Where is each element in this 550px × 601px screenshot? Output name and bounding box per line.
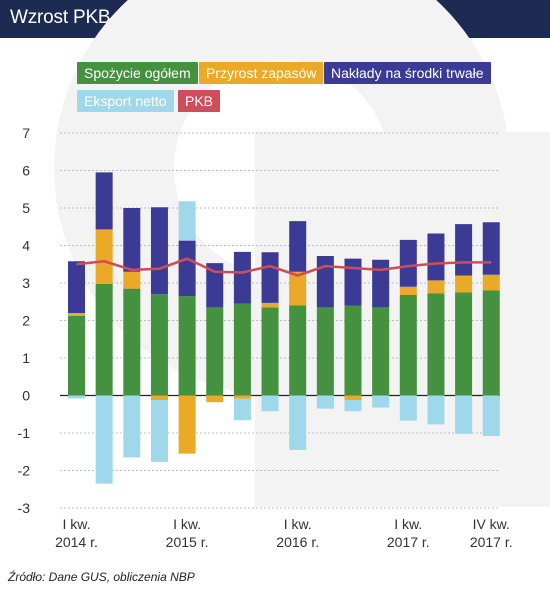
bar-segment-3-11	[372, 395, 390, 408]
bar-segment-1-7	[261, 302, 279, 308]
bar-segment-1-5	[206, 395, 224, 403]
bar-segment-3-2	[123, 395, 141, 458]
x-tick-label-line2: 2017 r.	[470, 534, 513, 550]
bar-segment-0-14	[455, 292, 473, 396]
y-tick-label: 3	[22, 275, 30, 291]
bar-segment-1-13	[427, 280, 445, 294]
bar-segment-2-4	[178, 240, 196, 297]
line-series-pkb	[76, 257, 492, 277]
bar-segment-3-14	[455, 395, 473, 434]
y-tick-label: 4	[22, 238, 30, 254]
bar-segment-2-1	[95, 172, 113, 230]
y-tick-label: 5	[22, 200, 30, 216]
bar-segment-1-0	[68, 313, 85, 316]
bars-layer	[68, 172, 500, 484]
bar-segment-1-15	[482, 274, 500, 291]
legend-item-zapasy: Przyrost zapasów	[199, 62, 324, 84]
bar-segment-0-2	[123, 288, 141, 396]
bar-segment-0-15	[482, 290, 500, 396]
bar-segment-2-11	[372, 259, 390, 308]
y-tick-label: -2	[18, 463, 31, 479]
bar-segment-1-10	[344, 395, 362, 400]
bar-segment-3-12	[399, 395, 417, 421]
bar-segment-2-0	[68, 261, 85, 313]
bar-segment-3-7	[261, 395, 279, 412]
bar-segment-1-3	[150, 395, 168, 400]
x-tick-label-line1: I kw.	[284, 516, 312, 532]
x-tick-label-line2: 2017 r.	[387, 534, 430, 550]
x-tick-label-line2: 2016 r.	[276, 534, 319, 550]
source-note: Źródło: Dane GUS, obliczenia NBP	[8, 570, 195, 584]
bar-segment-3-1	[95, 395, 113, 484]
legend-label-zapasy: Przyrost zapasów	[206, 65, 317, 81]
x-tick-label-line1: I kw.	[62, 516, 90, 532]
legend-item-eksport: Eksport netto	[77, 90, 174, 112]
x-axis-tick-labels: I kw. 2014 r. I kw. 2015 r. I kw. 2016 r. I kw…	[55, 516, 513, 550]
bar-segment-2-10	[344, 258, 362, 306]
bar-segment-2-6	[233, 251, 251, 304]
y-tick-label: -3	[18, 500, 31, 516]
bar-segment-3-6	[233, 398, 251, 421]
bar-segment-0-1	[95, 283, 113, 396]
bar-segment-3-9	[316, 395, 334, 409]
x-tick-label-line1: I kw.	[173, 516, 201, 532]
bar-segment-1-4	[178, 395, 196, 454]
y-tick-label: 0	[22, 388, 30, 404]
bar-segment-2-5	[206, 263, 224, 308]
line-layer	[76, 257, 492, 277]
bar-segment-0-12	[399, 295, 417, 396]
legend-label-eksport: Eksport netto	[84, 93, 167, 109]
legend-item-naklady: Nakłady na środki trwałe	[324, 62, 491, 84]
bar-segment-2-2	[123, 208, 141, 272]
bar-segment-2-7	[261, 252, 279, 303]
bar-segment-0-4	[178, 296, 196, 396]
bar-segment-0-5	[206, 307, 224, 396]
legend-label-pkb: PKB	[185, 93, 214, 109]
bar-segment-0-6	[233, 303, 251, 396]
x-tick-label-line1: I kw.	[394, 516, 422, 532]
bar-segment-0-13	[427, 293, 445, 396]
bar-segment-1-6	[233, 395, 251, 399]
bar-segment-3-15	[482, 395, 500, 436]
bar-segment-3-8	[289, 395, 307, 450]
bar-segment-2-13	[427, 233, 445, 281]
bar-segment-1-14	[455, 275, 473, 293]
bar-segment-2-9	[316, 256, 334, 308]
bar-segment-3-4	[178, 201, 196, 241]
legend-item-spozycie: Spożycie ogółem	[77, 62, 198, 84]
x-tick-label-line1: IV kw.	[473, 516, 510, 532]
bar-segment-3-10	[344, 400, 362, 412]
legend-label-spozycie: Spożycie ogółem	[84, 65, 191, 81]
legend-item-pkb: PKB	[178, 90, 221, 112]
y-tick-label: -1	[18, 425, 31, 441]
y-tick-label: 1	[22, 350, 30, 366]
x-tick-label-line2: 2015 r.	[166, 534, 209, 550]
bar-segment-0-3	[150, 294, 168, 396]
bar-segment-2-14	[455, 224, 473, 276]
y-axis-tick-labels: -3 -2 -1 0 1 2 3 4 5 6 7	[18, 125, 31, 516]
bar-segment-3-3	[150, 400, 168, 462]
bar-segment-0-0	[68, 316, 85, 396]
bar-segment-1-12	[399, 286, 417, 295]
bar-segment-3-13	[427, 395, 445, 425]
bar-segment-0-10	[344, 305, 362, 396]
y-tick-label: 6	[22, 163, 30, 179]
x-tick-label-line2: 2014 r.	[55, 534, 98, 550]
bar-segment-2-3	[150, 207, 168, 295]
bar-segment-2-15	[482, 222, 500, 275]
bar-segment-0-8	[289, 305, 307, 396]
bar-segment-0-9	[316, 307, 334, 396]
bar-segment-1-8	[289, 271, 307, 306]
bar-segment-0-11	[372, 307, 390, 396]
bar-segment-2-8	[289, 221, 307, 272]
y-tick-label: 7	[22, 125, 30, 141]
bar-segment-1-2	[123, 271, 141, 289]
bar-segment-0-7	[261, 307, 279, 396]
y-tick-label: 2	[22, 313, 30, 329]
bar-segment-3-0	[68, 395, 85, 399]
bar-segment-1-1	[95, 229, 113, 284]
legend-label-naklady: Nakłady na środki trwałe	[331, 65, 484, 81]
bar-segment-2-12	[399, 239, 417, 287]
